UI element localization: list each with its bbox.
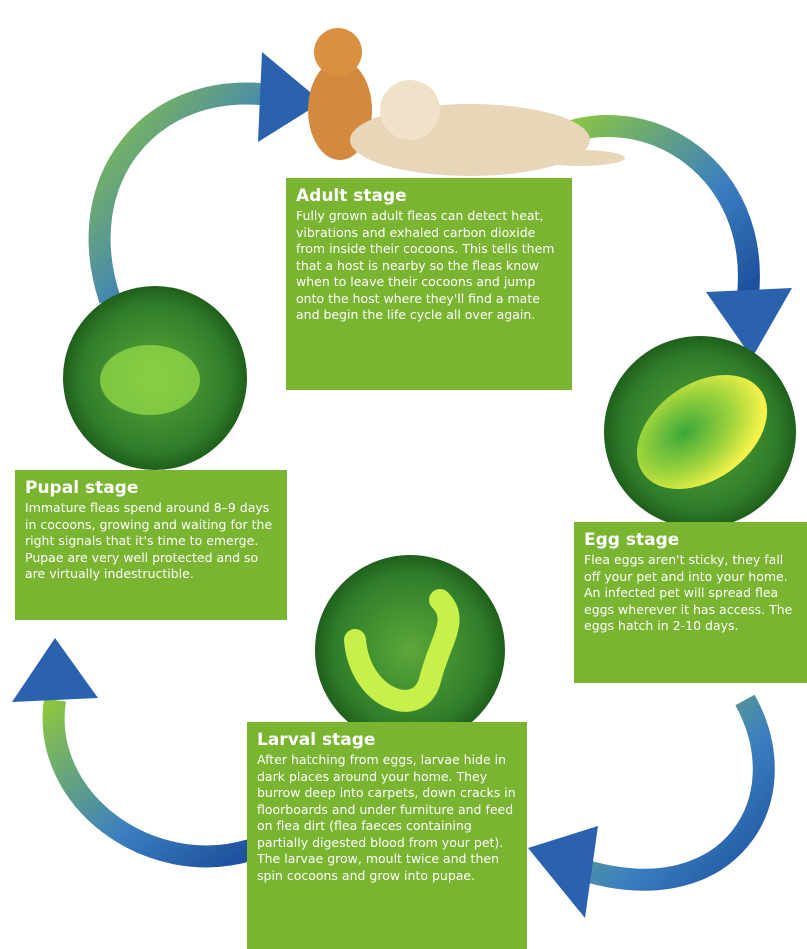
egg-circle — [604, 336, 796, 528]
larval-box: Larval stage After hatching from eggs, l… — [247, 722, 527, 949]
stage-title: Pupal stage — [25, 478, 277, 498]
page: Adult stage Fully grown adult fleas can … — [0, 0, 807, 949]
stage-text: After hatching from eggs, larvae hide in… — [257, 752, 517, 884]
stage-text: Flea eggs aren't sticky, they fall off y… — [584, 552, 797, 635]
larva-circle — [315, 555, 505, 745]
stage-title: Egg stage — [584, 530, 797, 550]
pets-illustration — [308, 28, 625, 176]
adult-box: Adult stage Fully grown adult fleas can … — [286, 178, 572, 390]
pupal-box: Pupal stage Immature fleas spend around … — [15, 470, 287, 620]
pupa-circle — [63, 286, 247, 470]
egg-box: Egg stage Flea eggs aren't sticky, they … — [574, 522, 807, 683]
stage-text: Immature fleas spend around 8–9 days in … — [25, 500, 277, 583]
stage-text: Fully grown adult fleas can detect heat,… — [296, 208, 562, 324]
stage-title: Larval stage — [257, 730, 517, 750]
stage-title: Adult stage — [296, 186, 562, 206]
